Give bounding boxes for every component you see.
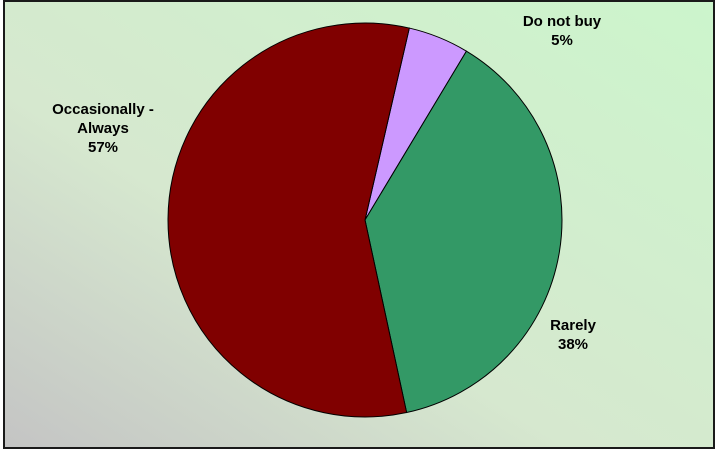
chart-frame: Do not buy 5% Rarely 38% Occasionally - Alway… <box>3 0 715 449</box>
slice-category-label: Do not buy <box>523 13 602 30</box>
slice-percent-label: 38% <box>558 336 588 353</box>
slice-category-label: Rarely <box>550 317 597 334</box>
slice-label-0: Do not buy 5% <box>523 13 602 49</box>
slices-layer <box>167 22 563 418</box>
pie-slice-1 <box>364 50 563 414</box>
slice-percent-label: 5% <box>551 32 573 49</box>
labels-layer: Do not buy 5% Rarely 38% Occasionally - Alway… <box>52 13 602 353</box>
slice-category-label: Occasionally - <box>52 101 154 118</box>
slice-label-2: Occasionally - Always 57% <box>52 101 154 156</box>
slice-percent-label: 57% <box>88 139 118 156</box>
pie-chart: Do not buy 5% Rarely 38% Occasionally - Alway… <box>52 13 602 418</box>
pie-slice-2 <box>167 22 410 418</box>
slice-label-1: Rarely 38% <box>550 317 597 353</box>
slice-category-label: Always <box>77 120 129 137</box>
